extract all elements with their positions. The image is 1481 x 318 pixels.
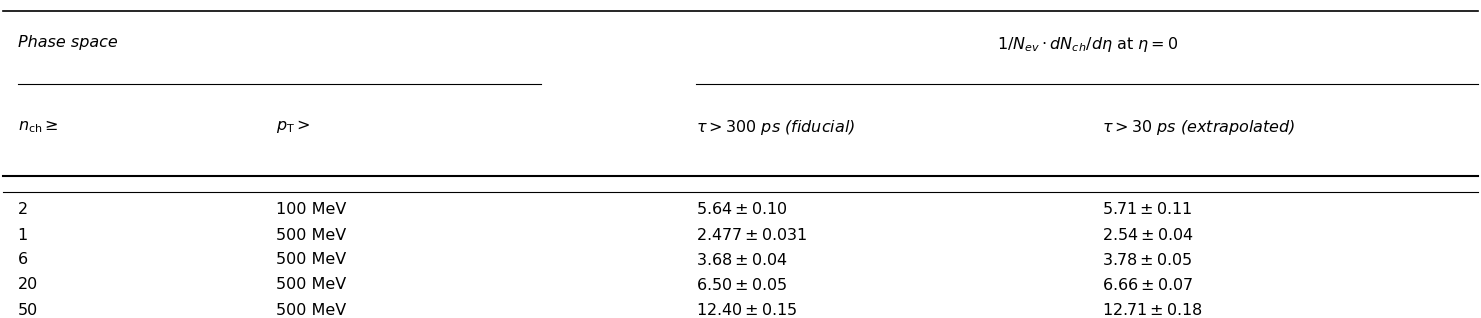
Text: 500 MeV: 500 MeV bbox=[275, 252, 347, 267]
Text: $2.54 \pm 0.04$: $2.54 \pm 0.04$ bbox=[1102, 227, 1194, 243]
Text: $3.68 \pm 0.04$: $3.68 \pm 0.04$ bbox=[696, 252, 788, 267]
Text: 6: 6 bbox=[18, 252, 28, 267]
Text: $12.71 \pm 0.18$: $12.71 \pm 0.18$ bbox=[1102, 302, 1203, 318]
Text: $5.64 \pm 0.10$: $5.64 \pm 0.10$ bbox=[696, 201, 788, 217]
Text: $3.78 \pm 0.05$: $3.78 \pm 0.05$ bbox=[1102, 252, 1192, 267]
Text: $1/N_{ev} \cdot dN_{ch}/d\eta$ at $\eta = 0$: $1/N_{ev} \cdot dN_{ch}/d\eta$ at $\eta … bbox=[997, 35, 1177, 53]
Text: $\tau > 30$ ps (extrapolated): $\tau > 30$ ps (extrapolated) bbox=[1102, 118, 1296, 137]
Text: $n_{\mathrm{ch}} \geq$: $n_{\mathrm{ch}} \geq$ bbox=[18, 118, 58, 135]
Text: Phase space: Phase space bbox=[18, 35, 117, 50]
Text: $5.71 \pm 0.11$: $5.71 \pm 0.11$ bbox=[1102, 201, 1192, 217]
Text: $6.66 \pm 0.07$: $6.66 \pm 0.07$ bbox=[1102, 277, 1194, 293]
Text: 50: 50 bbox=[18, 302, 39, 318]
Text: 100 MeV: 100 MeV bbox=[275, 202, 347, 217]
Text: 500 MeV: 500 MeV bbox=[275, 302, 347, 318]
Text: 2: 2 bbox=[18, 202, 28, 217]
Text: 500 MeV: 500 MeV bbox=[275, 228, 347, 243]
Text: $p_{\mathrm{T}} >$: $p_{\mathrm{T}} >$ bbox=[275, 118, 310, 135]
Text: $6.50 \pm 0.05$: $6.50 \pm 0.05$ bbox=[696, 277, 788, 293]
Text: $\tau > 300$ ps (fiducial): $\tau > 300$ ps (fiducial) bbox=[696, 118, 856, 137]
Text: 500 MeV: 500 MeV bbox=[275, 278, 347, 293]
Text: $2.477 \pm 0.031$: $2.477 \pm 0.031$ bbox=[696, 227, 807, 243]
Text: $12.40 \pm 0.15$: $12.40 \pm 0.15$ bbox=[696, 302, 798, 318]
Text: 20: 20 bbox=[18, 278, 39, 293]
Text: 1: 1 bbox=[18, 228, 28, 243]
